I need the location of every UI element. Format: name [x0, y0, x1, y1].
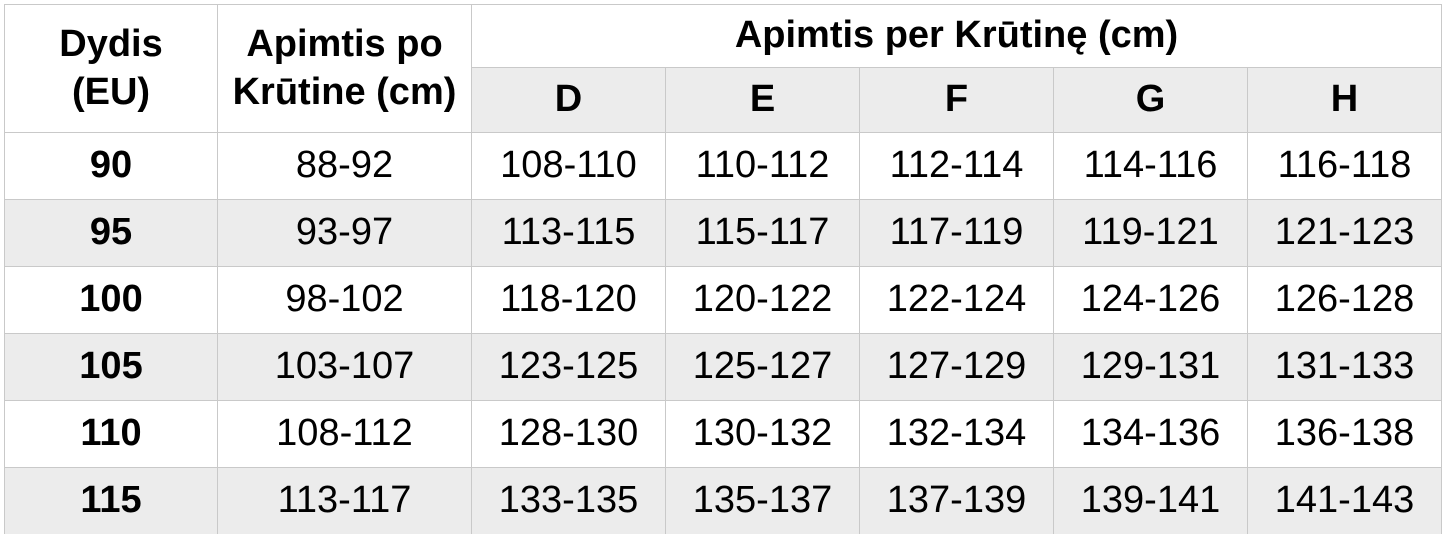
cup-cell: 132-134	[859, 400, 1054, 468]
cup-column-header-g: G	[1053, 67, 1248, 133]
cup-column-header-e: E	[665, 67, 860, 133]
table-row: 115 113-117 133-135 135-137 137-139 139-…	[4, 467, 1443, 534]
header-size-line2: (EU)	[71, 70, 151, 113]
cup-column-header-f: F	[859, 67, 1054, 133]
cup-cell: 114-116	[1053, 132, 1248, 200]
cup-cell: 110-112	[665, 132, 860, 200]
cup-cell: 137-139	[859, 467, 1054, 534]
table-row: 95 93-97 113-115 115-117 117-119 119-121…	[4, 199, 1443, 267]
bra-size-chart-table: Dydis (EU) Apimtis po Krūtine (cm) Apimt…	[4, 4, 1443, 534]
cup-cell: 128-130	[471, 400, 666, 468]
cup-cell: 129-131	[1053, 333, 1248, 401]
cup-cell: 122-124	[859, 266, 1054, 334]
cup-cell: 127-129	[859, 333, 1054, 401]
cup-cell: 139-141	[1053, 467, 1248, 534]
size-cell: 90	[4, 132, 218, 200]
cup-cell: 126-128	[1246, 266, 1443, 334]
size-cell: 95	[4, 199, 218, 267]
underbust-cell: 98-102	[217, 266, 472, 334]
cup-cell: 123-125	[471, 333, 666, 401]
cup-cell: 116-118	[1246, 132, 1443, 200]
size-cell: 100	[4, 266, 218, 334]
size-cell: 105	[4, 333, 218, 401]
cup-cell: 117-119	[859, 199, 1054, 267]
cup-cell: 115-117	[665, 199, 860, 267]
cup-cell: 119-121	[1053, 199, 1248, 267]
header-size-line1: Dydis	[59, 23, 163, 65]
cup-cell: 131-133	[1246, 333, 1443, 401]
size-cell: 115	[4, 467, 218, 534]
cup-cell: 130-132	[665, 400, 860, 468]
cup-cell: 121-123	[1246, 199, 1443, 267]
cup-cell: 112-114	[859, 132, 1054, 200]
underbust-cell: 113-117	[217, 467, 472, 534]
underbust-cell: 93-97	[217, 199, 472, 267]
table-row: 110 108-112 128-130 130-132 132-134 134-…	[4, 400, 1443, 468]
underbust-cell: 108-112	[217, 400, 472, 468]
cup-cell: 136-138	[1246, 400, 1443, 468]
table-row: 90 88-92 108-110 110-112 112-114 114-116…	[4, 132, 1443, 200]
cup-cell: 134-136	[1053, 400, 1248, 468]
cup-column-header-h: H	[1246, 67, 1443, 133]
cup-column-header-d: D	[471, 67, 666, 133]
cup-cell: 133-135	[471, 467, 666, 534]
underbust-cell: 88-92	[217, 132, 472, 200]
header-bust-span: Apimtis per Krūtinę (cm)	[470, 4, 1443, 68]
cup-cell: 124-126	[1053, 266, 1248, 334]
table-row: 100 98-102 118-120 120-122 122-124 124-1…	[4, 266, 1443, 334]
header-size-eu: Dydis (EU)	[4, 4, 218, 133]
size-cell: 110	[4, 400, 218, 468]
header-row-main: Dydis (EU) Apimtis po Krūtine (cm) Apimt…	[4, 4, 1443, 133]
underbust-cell: 103-107	[217, 333, 472, 401]
header-row-cups: D E F G H	[5, 67, 1443, 133]
header-underbust-line2: Krūtine (cm)	[232, 70, 457, 113]
cup-cell: 141-143	[1246, 467, 1443, 534]
table-row: 105 103-107 123-125 125-127 127-129 129-…	[4, 333, 1443, 401]
cup-cell: 125-127	[665, 333, 860, 401]
cup-cell: 118-120	[471, 266, 666, 334]
cup-cell: 108-110	[471, 132, 666, 200]
cup-cell: 135-137	[665, 467, 860, 534]
cup-cell: 120-122	[665, 266, 860, 334]
cup-cell: 113-115	[471, 199, 666, 267]
header-underbust-line1: Apimtis po	[246, 23, 443, 65]
header-underbust: Apimtis po Krūtine (cm)	[217, 4, 472, 133]
